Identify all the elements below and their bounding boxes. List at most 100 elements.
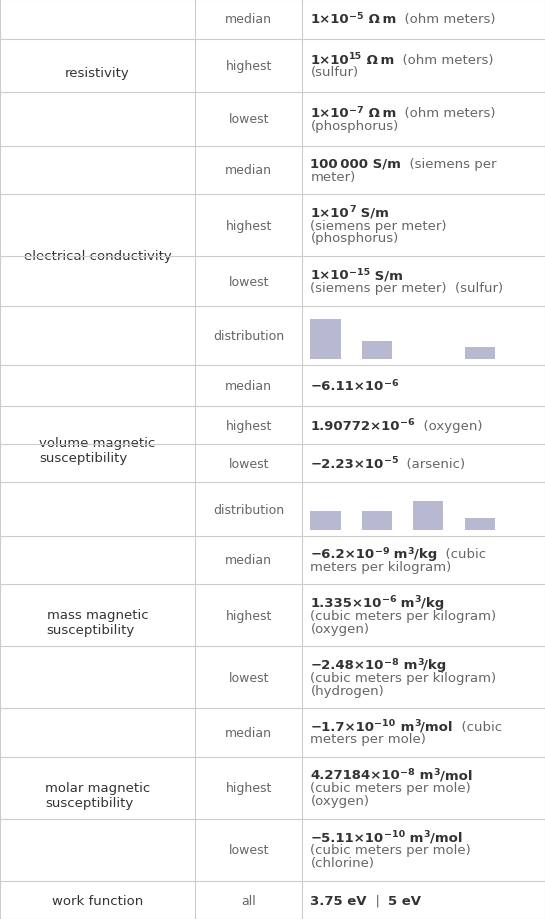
Text: 3.75 eV: 3.75 eV <box>311 893 367 906</box>
Text: (arsenic): (arsenic) <box>398 458 465 471</box>
Text: (oxygen): (oxygen) <box>415 419 482 432</box>
Text: S/m: S/m <box>370 269 403 282</box>
Text: /mol: /mol <box>421 720 453 732</box>
Text: meter): meter) <box>311 171 356 184</box>
Text: −6.11×10: −6.11×10 <box>311 380 384 392</box>
Text: lowest: lowest <box>228 844 269 857</box>
Text: m: m <box>389 548 408 561</box>
Text: lowest: lowest <box>228 671 269 684</box>
Text: m: m <box>415 768 433 782</box>
Text: −1.7×10: −1.7×10 <box>311 720 374 732</box>
Text: 1×10: 1×10 <box>311 14 349 27</box>
Text: 3: 3 <box>414 719 421 728</box>
Text: lowest: lowest <box>228 113 269 126</box>
Text: 15: 15 <box>349 52 362 61</box>
Text: mass magnetic
susceptibility: mass magnetic susceptibility <box>47 608 148 637</box>
Text: −2.48×10: −2.48×10 <box>311 658 384 671</box>
Text: lowest: lowest <box>228 276 269 289</box>
Text: highest: highest <box>226 781 272 794</box>
Text: highest: highest <box>226 220 272 233</box>
Text: −6: −6 <box>384 379 398 387</box>
Text: Ω m: Ω m <box>364 107 396 119</box>
Text: molar magnetic
susceptibility: molar magnetic susceptibility <box>45 781 150 809</box>
Text: (hydrogen): (hydrogen) <box>311 684 384 697</box>
Bar <box>362 512 392 530</box>
Text: |: | <box>367 893 389 906</box>
Text: m: m <box>396 596 415 609</box>
Text: (chlorine): (chlorine) <box>311 857 374 869</box>
Text: meters per kilogram): meters per kilogram) <box>311 561 452 573</box>
Text: 3: 3 <box>417 657 423 666</box>
Text: −7: −7 <box>349 106 364 115</box>
Text: −15: −15 <box>349 267 370 277</box>
Text: /kg: /kg <box>423 658 447 671</box>
Text: median: median <box>225 726 272 739</box>
Text: (cubic meters per mole): (cubic meters per mole) <box>311 781 471 794</box>
Text: /kg: /kg <box>414 548 437 561</box>
Text: m: m <box>398 658 417 671</box>
Text: lowest: lowest <box>228 458 269 471</box>
Text: meters per mole): meters per mole) <box>311 732 426 745</box>
Text: highest: highest <box>226 60 272 73</box>
Text: −5.11×10: −5.11×10 <box>311 831 384 844</box>
Text: work function: work function <box>52 893 143 906</box>
Text: (oxygen): (oxygen) <box>311 622 370 635</box>
Text: 1×10: 1×10 <box>311 269 349 282</box>
Text: (siemens per: (siemens per <box>401 158 497 171</box>
Text: 7: 7 <box>349 205 356 214</box>
Text: (siemens per meter): (siemens per meter) <box>311 220 447 233</box>
Text: median: median <box>225 165 272 177</box>
Text: Ω m: Ω m <box>364 14 396 27</box>
Text: highest: highest <box>226 419 272 432</box>
Text: (ohm meters): (ohm meters) <box>396 14 495 27</box>
Text: −10: −10 <box>374 719 396 728</box>
Text: (oxygen): (oxygen) <box>311 794 370 807</box>
Bar <box>464 518 495 530</box>
Text: −6: −6 <box>382 595 396 604</box>
Text: 1.90772×10: 1.90772×10 <box>311 419 400 432</box>
Text: (cubic meters per kilogram): (cubic meters per kilogram) <box>311 609 496 622</box>
Bar <box>413 501 444 530</box>
Text: (ohm meters): (ohm meters) <box>395 53 494 66</box>
Text: highest: highest <box>226 609 272 622</box>
Text: 1×10: 1×10 <box>311 107 349 119</box>
Text: median: median <box>225 380 272 392</box>
Text: m: m <box>405 831 423 844</box>
Text: (sulfur): (sulfur) <box>311 66 359 79</box>
Text: −9: −9 <box>374 546 389 555</box>
Text: 3: 3 <box>408 546 414 555</box>
Text: 1×10: 1×10 <box>311 53 349 66</box>
Text: −5: −5 <box>349 12 364 21</box>
Text: electrical conductivity: electrical conductivity <box>23 250 172 263</box>
Text: (siemens per meter)  (sulfur): (siemens per meter) (sulfur) <box>311 282 504 295</box>
Text: 3: 3 <box>433 767 440 777</box>
Bar <box>311 320 341 359</box>
Text: (cubic: (cubic <box>453 720 502 732</box>
Text: (cubic meters per kilogram): (cubic meters per kilogram) <box>311 671 496 684</box>
Text: m: m <box>396 720 414 732</box>
Text: volume magnetic
susceptibility: volume magnetic susceptibility <box>39 437 156 465</box>
Text: resistivity: resistivity <box>65 67 130 80</box>
Text: −2.23×10: −2.23×10 <box>311 458 384 471</box>
Text: −8: −8 <box>384 657 398 666</box>
Text: −5: −5 <box>384 456 398 465</box>
Text: 3: 3 <box>423 829 429 838</box>
Text: 100 000 S/m: 100 000 S/m <box>311 158 401 171</box>
Text: /mol: /mol <box>440 768 473 782</box>
Text: 1.335×10: 1.335×10 <box>311 596 382 609</box>
Text: −6: −6 <box>400 418 415 427</box>
Bar <box>311 512 341 530</box>
Text: distribution: distribution <box>213 503 284 516</box>
Text: S/m: S/m <box>356 207 389 220</box>
Text: median: median <box>225 14 272 27</box>
Text: −8: −8 <box>400 767 415 777</box>
Text: Ω m: Ω m <box>362 53 395 66</box>
Text: all: all <box>241 893 256 906</box>
Bar <box>464 348 495 359</box>
Text: median: median <box>225 554 272 567</box>
Text: (ohm meters): (ohm meters) <box>396 107 495 119</box>
Text: 4.27184×10: 4.27184×10 <box>311 768 400 782</box>
Text: −10: −10 <box>384 829 405 838</box>
Text: distribution: distribution <box>213 330 284 343</box>
Text: (phosphorus): (phosphorus) <box>311 233 399 245</box>
